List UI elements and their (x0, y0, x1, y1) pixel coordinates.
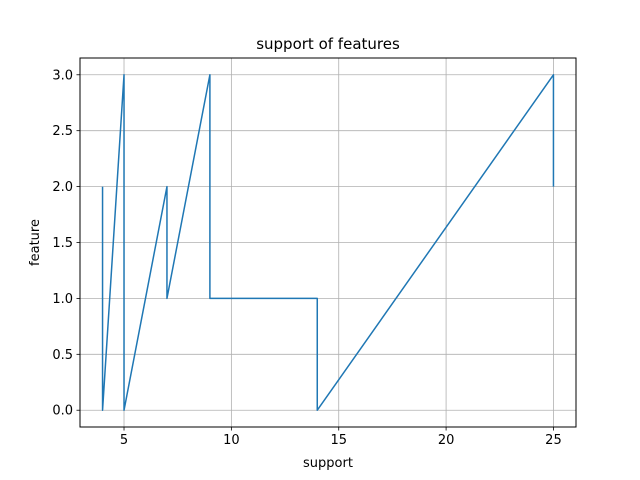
y-tick-label: 3.0 (52, 68, 73, 83)
y-tick-label: 2.5 (52, 124, 73, 139)
x-tick-label: 5 (120, 433, 128, 448)
x-tick-label: 25 (545, 433, 562, 448)
x-axis: 5 10 15 20 25 (120, 427, 562, 448)
y-tick-label: 1.0 (52, 292, 73, 307)
y-tick-label: 0.0 (52, 404, 73, 419)
x-tick-label: 20 (438, 433, 455, 448)
y-tick-label: 1.5 (52, 236, 73, 251)
x-axis-label: support (303, 456, 353, 471)
x-tick-label: 10 (223, 433, 240, 448)
y-tick-label: 0.5 (52, 348, 73, 363)
grid (80, 58, 576, 427)
series-line (101, 74, 555, 411)
chart-title: support of features (256, 35, 400, 53)
x-tick-label: 15 (330, 433, 347, 448)
y-tick-label: 2.0 (52, 180, 73, 195)
series-layer (101, 74, 555, 411)
y-axis: 0.0 0.5 1.0 1.5 2.0 2.5 3.0 (52, 68, 80, 419)
y-axis-label: feature (28, 219, 43, 266)
